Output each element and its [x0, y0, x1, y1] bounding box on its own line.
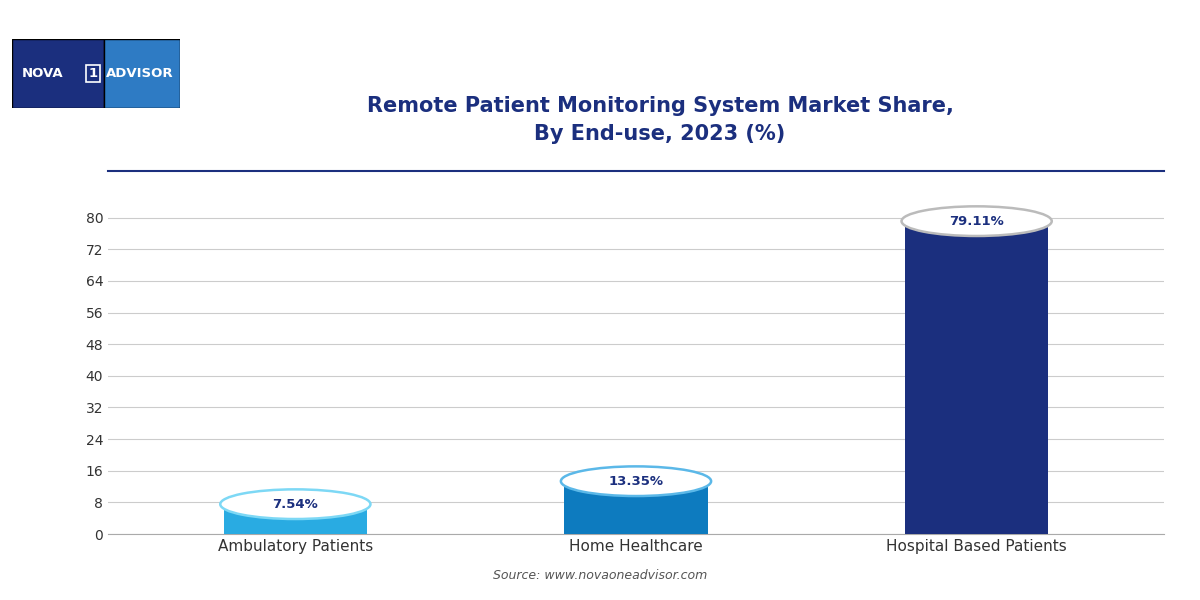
Text: 1: 1	[88, 67, 97, 80]
Text: NOVA: NOVA	[22, 67, 64, 80]
FancyBboxPatch shape	[12, 39, 104, 108]
FancyBboxPatch shape	[104, 39, 180, 108]
Ellipse shape	[901, 206, 1051, 236]
Text: Remote Patient Monitoring System Market Share,
By End-use, 2023 (%): Remote Patient Monitoring System Market …	[366, 96, 954, 144]
Bar	[564, 481, 708, 534]
Bar	[224, 504, 367, 534]
Text: ADVISOR: ADVISOR	[106, 67, 174, 80]
Ellipse shape	[221, 490, 371, 519]
Text: 7.54%: 7.54%	[272, 497, 318, 511]
Text: Source: www.novaoneadvisor.com: Source: www.novaoneadvisor.com	[493, 569, 707, 582]
Text: 79.11%: 79.11%	[949, 215, 1004, 227]
Text: 13.35%: 13.35%	[608, 475, 664, 488]
Ellipse shape	[560, 466, 712, 496]
Bar	[905, 221, 1048, 534]
